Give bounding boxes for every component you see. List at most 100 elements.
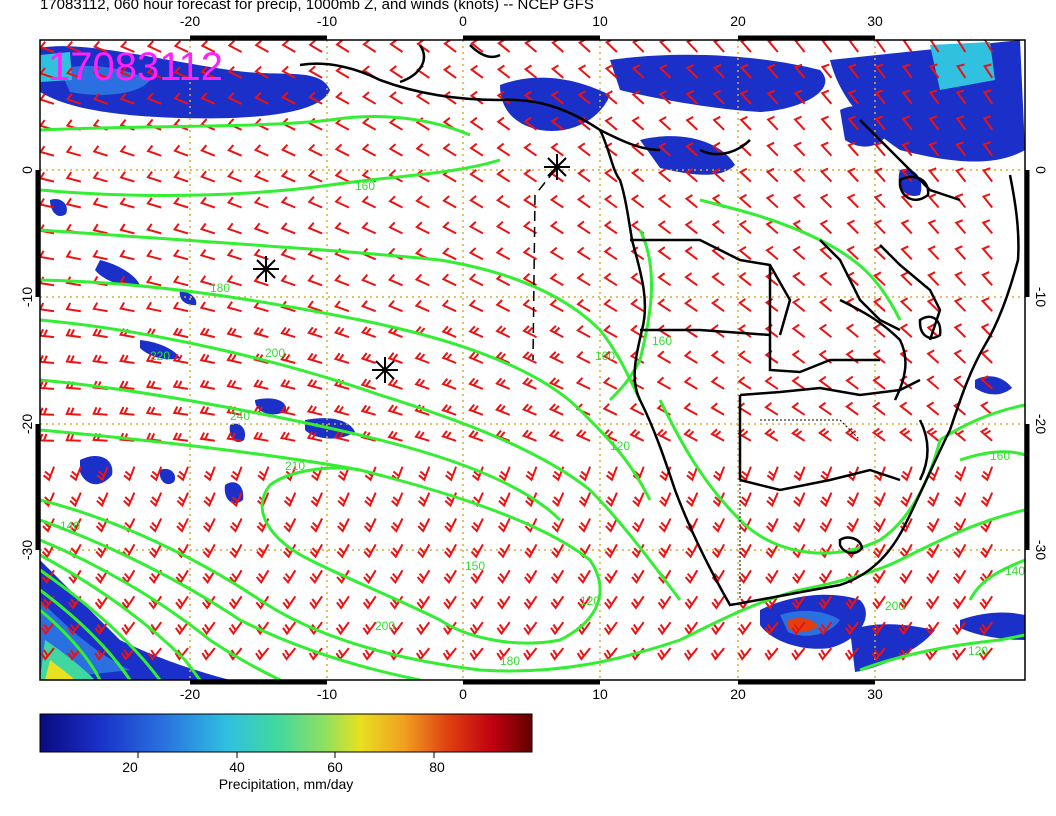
wind-barb [387,299,403,313]
wind-barb [739,89,752,105]
wind-barb [387,430,403,442]
wind-barb [469,647,484,661]
lat-tick-label: -30 [19,540,35,560]
wind-barb [818,401,832,416]
wind-barb [819,492,833,508]
wind-barb [522,299,537,313]
contour-label: 200 [885,599,905,613]
lat-tick-label: -20 [19,414,35,434]
wind-barb [684,621,699,636]
wind-barb [739,115,752,131]
wind-barb [925,401,940,416]
wind-barb [657,272,672,287]
wind-barb [255,647,270,661]
wind-barb [173,197,189,209]
wind-barb [925,427,940,442]
wind-barb [981,193,993,209]
wind-barb [980,492,994,508]
wind-barb [765,543,779,559]
wind-barb [497,543,511,559]
contour-label: 210 [285,459,305,473]
wind-barb [388,169,403,183]
contour-label: 200 [265,346,285,360]
wind-barb [629,402,645,416]
wind-barb [979,401,993,416]
wind-barb [522,220,538,235]
wind-barb [495,247,511,261]
wind-barb [227,40,243,53]
wind-barb [955,167,967,183]
wind-barb [576,246,591,261]
wind-barb [738,193,752,209]
wind-barb [468,299,484,313]
wind-barb [710,428,725,442]
wind-barb [577,595,591,610]
wind-barb [549,220,564,235]
wind-barb [683,298,698,313]
wind-barb [119,302,135,313]
wind-barb [227,144,242,157]
wind-barb [848,40,859,53]
wind-barb [979,427,993,442]
wind-barb [791,621,806,636]
wind-barb [872,349,886,364]
contour-label: 220 [150,349,170,363]
wind-barb [497,518,511,533]
wind-barb [872,401,886,416]
lon-tick-label: 20 [730,686,746,702]
wind-barb [309,595,323,610]
wind-barb [522,325,537,338]
wind-barb [92,328,108,339]
wind-barb [871,427,886,442]
wind-barb [468,325,484,339]
wind-barb [495,403,511,416]
wind-barb [845,595,860,610]
lat-ticks-right: 0 -10 -20 -30 [1033,166,1049,560]
wind-barb [362,647,377,661]
wind-barb [417,492,431,508]
wind-barb [229,543,243,559]
wind-barb [364,492,377,508]
wind-barb [40,647,55,661]
wind-barb [280,274,296,287]
wind-barb [579,466,592,482]
wind-barb [686,40,699,53]
wind-barb [738,543,752,559]
wind-barb [173,118,189,131]
wind-barb [307,222,323,235]
wind-barb [954,271,967,286]
wind-barb [712,167,725,183]
wind-barb [253,222,269,235]
wind-barb [280,144,296,157]
wind-barb [873,492,886,508]
wind-barb [928,167,940,183]
wind-barb [149,492,163,508]
wind-barb [548,377,564,390]
wind-barb [684,220,698,235]
wind-barb [765,193,779,209]
wind-barb [496,621,511,636]
wind-barb [443,569,457,585]
wind-barb [121,621,136,636]
wind-barb [333,326,350,339]
wind-barb [792,193,806,209]
wind-barb [983,40,994,53]
lon-tick-label: -10 [317,13,337,29]
wind-barb [282,595,297,610]
wind-barb [847,63,859,79]
wind-barb [980,543,994,559]
wind-barb [227,118,243,131]
wind-barb [818,621,833,636]
map-title: 17083112, 060 hour forecast for precip, … [40,0,594,13]
wind-barb [954,193,967,209]
wind-barb [711,621,725,636]
wind-barb [953,323,967,338]
wind-barb [521,429,537,442]
wind-barb [388,221,403,235]
wind-barb [361,143,377,157]
wind-barb [817,428,832,442]
wind-barb [900,193,913,209]
wind-barb [280,353,296,364]
wind-barb [441,430,457,442]
wind-barb [146,275,162,287]
